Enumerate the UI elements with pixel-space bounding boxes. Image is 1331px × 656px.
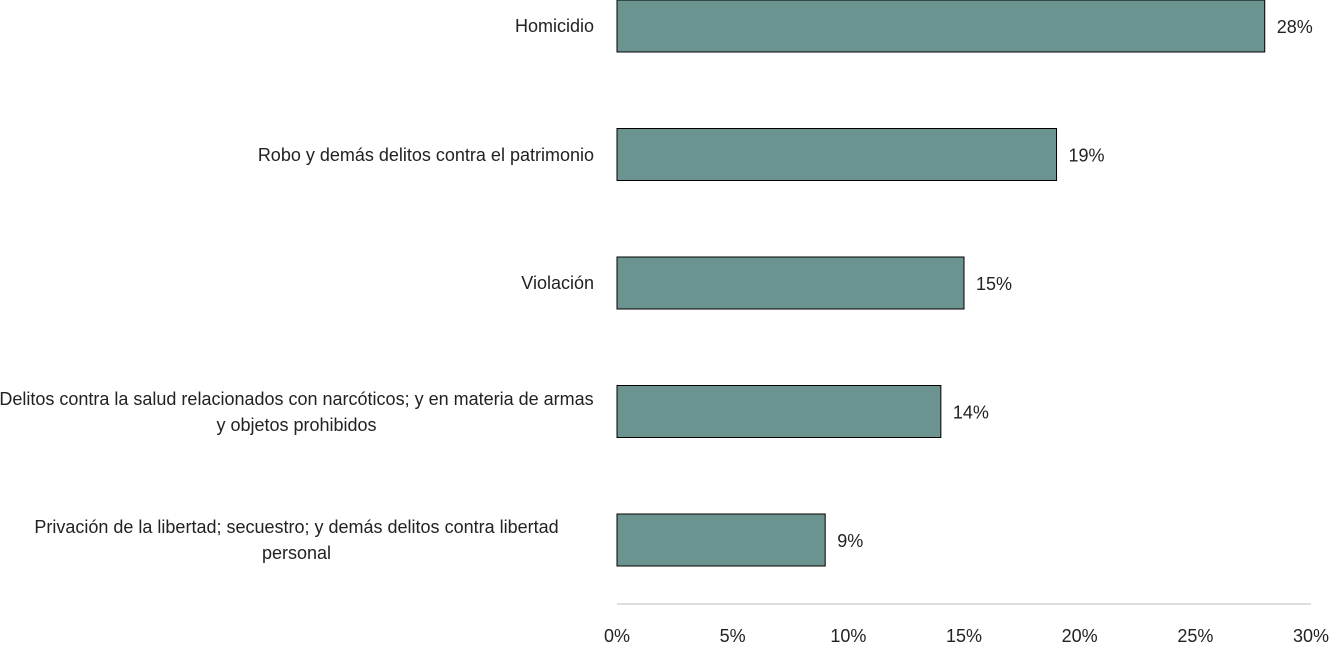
x-tick-label: 0% — [604, 626, 630, 646]
x-tick-label: 15% — [946, 626, 982, 646]
value-label: 28% — [1277, 17, 1313, 37]
category-label: Delitos contra la salud relacionados con… — [0, 388, 594, 435]
category-label-box: Homicidio — [0, 0, 594, 56]
category-label-box: Delitos contra la salud relacionados con… — [0, 382, 594, 442]
value-label: 14% — [953, 402, 989, 422]
x-tick-label: 10% — [830, 626, 866, 646]
category-label-box: Privación de la libertad; secuestro; y d… — [0, 510, 594, 570]
value-label: 19% — [1069, 145, 1105, 165]
x-tick-label: 5% — [720, 626, 746, 646]
x-tick-label: 30% — [1293, 626, 1329, 646]
bar — [616, 385, 942, 438]
category-label: Violación — [521, 273, 594, 293]
bar — [616, 128, 1058, 181]
category-label-box: Violación — [0, 253, 594, 313]
category-label: Robo y demás delitos contra el patrimoni… — [257, 144, 594, 165]
bar — [616, 256, 965, 310]
x-tick-label: 25% — [1177, 626, 1213, 646]
category-label-box: Robo y demás delitos contra el patrimoni… — [0, 125, 594, 185]
x-tick-label: 20% — [1062, 626, 1098, 646]
bar — [616, 513, 826, 567]
value-label: 9% — [837, 531, 863, 551]
value-label: 15% — [976, 274, 1012, 294]
category-label: Homicidio — [514, 16, 594, 36]
bar — [616, 0, 1266, 53]
category-label: Privación de la libertad; secuestro; y d… — [34, 517, 559, 563]
